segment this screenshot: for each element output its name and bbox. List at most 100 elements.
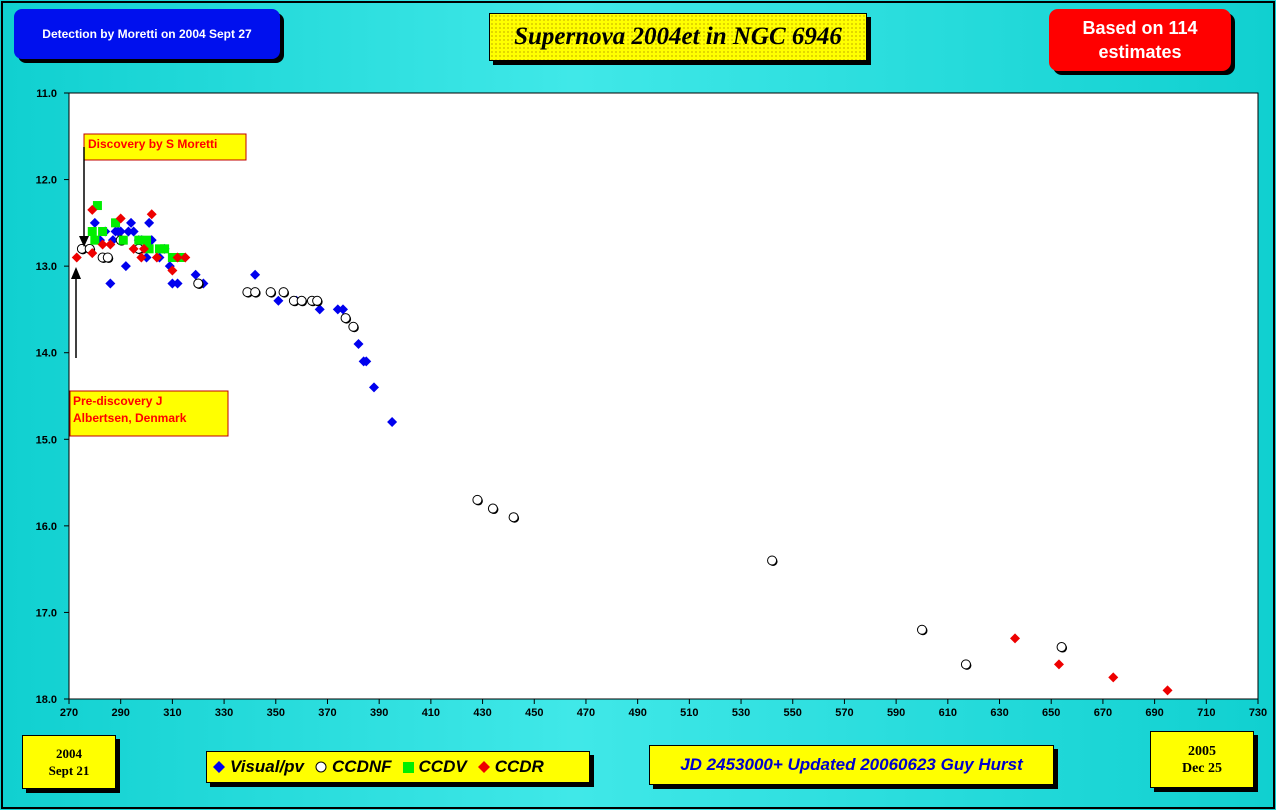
data-point-diamond	[167, 278, 178, 289]
legend-label: CCDR	[494, 757, 544, 776]
x-tick-label: 430	[473, 707, 491, 719]
data-point-square	[87, 227, 97, 237]
circle-marker-icon	[315, 761, 327, 773]
x-tick-label: 370	[318, 707, 336, 719]
data-point-circle	[296, 295, 307, 306]
diamond-marker-icon	[213, 761, 225, 773]
legend-label: Visual/pv	[230, 757, 305, 776]
data-point-diamond	[369, 382, 380, 393]
prediscovery-label-line2: Albertsen, Denmark	[73, 411, 187, 425]
data-point-circle	[508, 512, 519, 523]
data-point-circle	[472, 494, 483, 505]
data-point-diamond	[105, 239, 116, 250]
data-point-circle	[312, 295, 323, 306]
end-date: Dec 25	[1181, 760, 1223, 776]
legend-label: CCDNF	[332, 757, 392, 776]
data-point-diamond	[123, 226, 134, 237]
title-text: Supernova 2004et in NGC 6946	[514, 23, 842, 50]
data-point-diamond	[273, 295, 284, 306]
data-point-diamond	[353, 339, 364, 350]
data-point-circle	[487, 503, 498, 514]
y-tick-label: 18.0	[36, 694, 57, 706]
data-point-diamond	[115, 213, 126, 224]
x-tick-label: 670	[1094, 707, 1112, 719]
x-tick-label: 270	[60, 707, 78, 719]
count-line1: Based on 114	[1082, 18, 1198, 38]
data-point-square	[154, 244, 164, 254]
detection-text: Detection by Moretti on 2004 Sept 27	[42, 27, 252, 41]
data-point-diamond	[1162, 685, 1173, 696]
data-point-square	[111, 218, 121, 228]
data-point-diamond	[89, 217, 100, 228]
data-point-circle	[265, 287, 276, 298]
data-point-circle	[916, 624, 927, 635]
count-line2: estimates	[1098, 42, 1182, 62]
x-tick-label: 570	[835, 707, 853, 719]
data-point-diamond	[337, 304, 348, 315]
data-point-diamond	[361, 356, 372, 367]
x-tick-label: 730	[1249, 707, 1267, 719]
data-point-square	[160, 244, 170, 254]
data-point-diamond	[136, 252, 147, 263]
data-points	[71, 201, 1173, 696]
data-point-circle	[193, 278, 204, 289]
data-point-diamond	[87, 248, 98, 259]
x-tick-label: 490	[628, 707, 646, 719]
x-tick-label: 410	[422, 707, 440, 719]
prediscovery-arrow-head	[71, 267, 81, 279]
data-point-square	[144, 244, 154, 254]
data-point-diamond	[128, 243, 139, 254]
jd-update-note: JD 2453000+ Updated 20060623 Guy Hurst	[649, 745, 1054, 785]
discovery-annotation: Discovery by S Moretti	[83, 133, 247, 161]
data-point-circle	[767, 555, 778, 566]
x-tick-label: 590	[887, 707, 905, 719]
data-point-diamond	[180, 252, 191, 263]
data-point-square	[142, 235, 152, 245]
data-point-diamond	[172, 252, 183, 263]
data-point-diamond	[250, 269, 261, 280]
x-tick-label: 390	[370, 707, 388, 719]
end-year: 2005	[1188, 743, 1216, 759]
x-tick-label: 510	[680, 707, 698, 719]
data-point-diamond	[105, 278, 116, 289]
end-date-box: 2005 Dec 25	[1150, 731, 1254, 788]
data-point-diamond	[314, 304, 325, 315]
x-tick-label: 610	[939, 707, 957, 719]
y-tick-label: 13.0	[36, 261, 57, 273]
data-point-square	[92, 201, 102, 211]
x-tick-label: 470	[577, 707, 595, 719]
y-tick-label: 17.0	[36, 607, 57, 619]
chart-title: Supernova 2004et in NGC 6946	[489, 13, 867, 61]
data-point-square	[134, 235, 144, 245]
discovery-label: Discovery by S Moretti	[88, 137, 217, 151]
data-point-diamond	[138, 243, 149, 254]
y-tick-label: 11.0	[36, 88, 57, 100]
data-point-circle	[960, 659, 971, 670]
y-tick-label: 12.0	[36, 175, 57, 187]
start-date: Sept 21	[48, 763, 90, 778]
x-tick-label: 650	[1042, 707, 1060, 719]
data-point-diamond	[115, 226, 126, 237]
x-tick-label: 310	[163, 707, 181, 719]
x-tick-label: 450	[525, 707, 543, 719]
data-point-square	[167, 252, 177, 262]
x-tick-label: 690	[1145, 707, 1163, 719]
data-point-circle	[250, 287, 261, 298]
data-point-diamond	[128, 226, 139, 237]
data-point-circle	[340, 313, 351, 324]
data-point-circle	[102, 252, 113, 263]
discovery-arrow-head	[79, 236, 89, 247]
data-point-diamond	[332, 304, 343, 315]
y-axis: 11.0 12.0 13.0 14.0 15.0 16.0 17.0 18.0	[36, 88, 69, 706]
prediscovery-annotation: Pre-discovery J Albertsen, Denmark	[69, 390, 229, 437]
legend-item-ccdnf: CCDNF	[315, 757, 392, 777]
x-axis: 270 290 310 330 350 370 390 410 430 450 470 490 510 5…	[60, 699, 1267, 719]
diamond-marker-icon	[477, 761, 490, 773]
data-point-diamond	[387, 416, 398, 427]
legend-label: CCDV	[418, 757, 467, 776]
prediscovery-label-line1: Pre-discovery J	[73, 394, 162, 408]
data-point-circle	[348, 321, 359, 332]
data-point-diamond	[1053, 659, 1064, 670]
data-point-diamond	[151, 252, 162, 263]
